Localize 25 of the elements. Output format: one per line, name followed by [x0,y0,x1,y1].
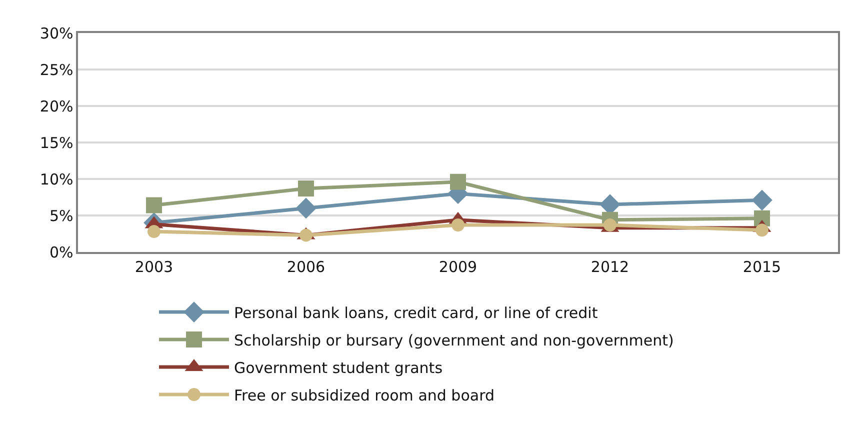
y-tick-label: 25% [40,60,74,79]
point [148,225,160,238]
y-tick-label: 30% [40,24,74,42]
point [756,224,768,237]
legend-label: Government student grants [234,358,443,377]
y-tick-label: 5% [49,206,74,225]
y-tick-label: 0% [49,243,74,262]
point [296,198,316,219]
point [604,218,616,232]
x-tick-label: 2003 [134,258,174,276]
point [298,180,314,196]
point [752,190,772,211]
legend-label: Free or subsidized room and board [234,386,494,404]
y-tick-label: 20% [40,97,74,116]
legend-label: Scholarship or bursary (government and non-government) [234,331,674,350]
point [452,218,464,232]
x-tick-label: 2012 [590,258,630,276]
x-tick-label: 2009 [438,258,478,276]
y-tick-label: 10% [40,170,74,188]
x-tick-label: 2015 [742,258,782,276]
point [450,174,466,190]
legend-label: Personal bank loans, credit card, or line of credit [234,304,598,322]
point [146,197,162,214]
y-tick-label: 15% [40,134,74,152]
x-tick-label: 2006 [286,258,326,276]
